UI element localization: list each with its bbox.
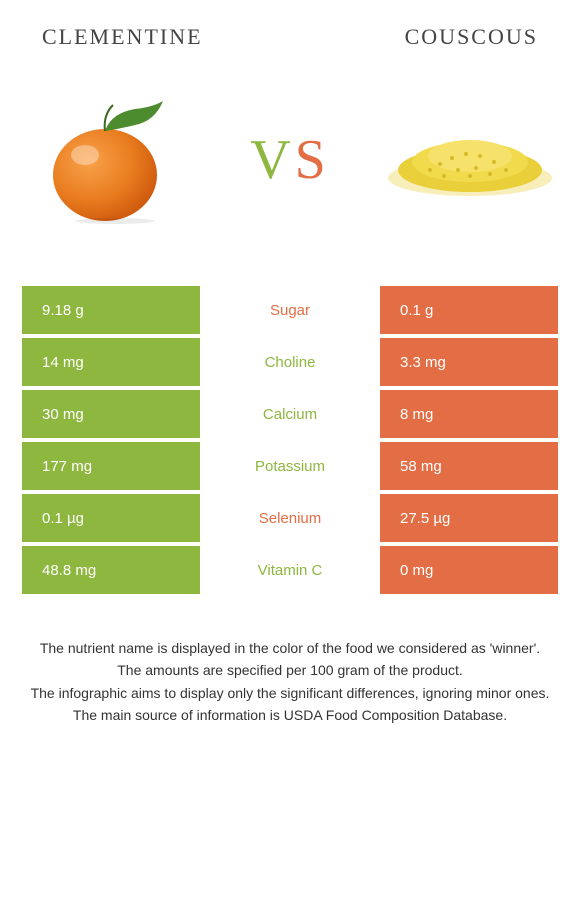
vs-s: S [295,129,330,191]
nutrient-label: Vitamin C [200,546,380,594]
nutrient-label: Sugar [200,286,380,334]
value-left: 30 mg [22,390,200,438]
footnote-line: The infographic aims to display only the… [20,683,560,703]
table-row: 9.18 gSugar0.1 g [22,286,558,334]
footnote-line: The amounts are specified per 100 gram o… [20,660,560,680]
value-right: 0.1 g [380,286,558,334]
couscous-icon [380,120,560,200]
value-right: 0 mg [380,546,558,594]
nutrient-label: Calcium [200,390,380,438]
value-left: 9.18 g [22,286,200,334]
clementine-image [20,90,200,230]
footnote-line: The main source of information is USDA F… [20,705,560,725]
comparison-hero: VS [0,50,580,254]
value-left: 14 mg [22,338,200,386]
value-left: 177 mg [22,442,200,490]
vs-label: VS [250,128,330,192]
table-row: 0.1 µgSelenium27.5 µg [22,494,558,542]
value-right: 3.3 mg [380,338,558,386]
table-row: 48.8 mgVitamin C0 mg [22,546,558,594]
header-row: CLEMENTINE COUSCOUS [0,0,580,50]
table-row: 30 mgCalcium8 mg [22,390,558,438]
table-row: 177 mgPotassium58 mg [22,442,558,490]
value-right: 8 mg [380,390,558,438]
nutrient-table: 9.18 gSugar0.1 g14 mgCholine3.3 mg30 mgC… [0,254,580,594]
nutrient-label: Potassium [200,442,380,490]
vs-v: V [250,129,294,191]
footnotes: The nutrient name is displayed in the co… [0,598,580,725]
couscous-image [380,90,560,230]
title-right: COUSCOUS [405,24,538,50]
value-right: 58 mg [380,442,558,490]
title-left: CLEMENTINE [42,24,203,50]
footnote-line: The nutrient name is displayed in the co… [20,638,560,658]
value-left: 48.8 mg [22,546,200,594]
value-left: 0.1 µg [22,494,200,542]
clementine-icon [35,95,185,225]
nutrient-label: Choline [200,338,380,386]
table-row: 14 mgCholine3.3 mg [22,338,558,386]
nutrient-label: Selenium [200,494,380,542]
value-right: 27.5 µg [380,494,558,542]
